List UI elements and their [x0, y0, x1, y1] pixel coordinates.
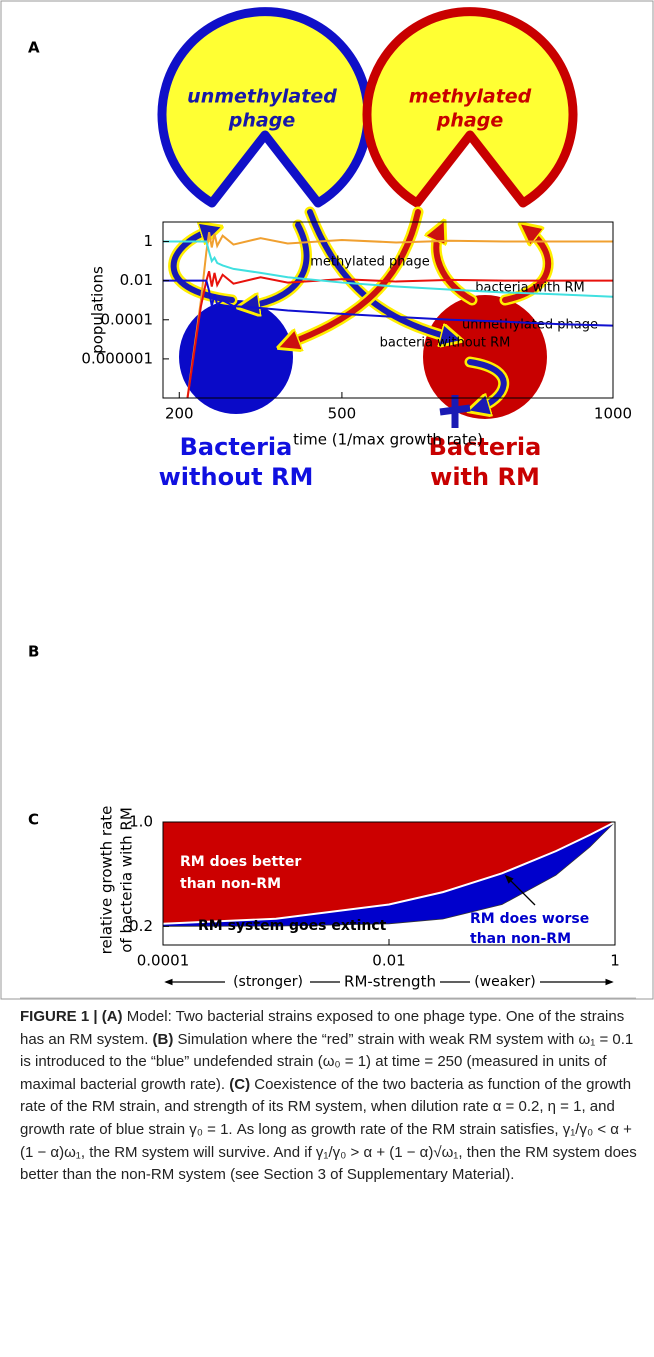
x-tick-label: 0.01 [372, 952, 405, 970]
x-tick-label: 200 [165, 405, 194, 423]
annotation: RM does worse [470, 911, 589, 927]
phage-methylated [362, 7, 578, 208]
frame [0, 0, 654, 1000]
bacteria-label: Bacteria [180, 433, 293, 461]
panel-label: A [28, 39, 40, 57]
phage-label: phage [436, 110, 504, 132]
bacterium-blue [179, 300, 293, 414]
bacteria-label: with RM [430, 463, 540, 491]
figure: A B C unmethylated phage methylated phag… [0, 0, 654, 1000]
y-tick-label: 0.000001 [81, 349, 153, 367]
x-tick-label: 1 [610, 952, 620, 970]
annotation: than non-RM [180, 876, 281, 892]
plot-frame [162, 221, 614, 399]
boundary-lower [162, 821, 616, 927]
area-between [163, 822, 615, 927]
y-axis-label: relative growth rate [98, 806, 116, 955]
annotation: than non-RM [470, 931, 571, 947]
y-axis-label: of bacteria with RM [118, 807, 136, 953]
caption-bold: (B) [152, 1030, 174, 1048]
caption-text: Model: Two bacterial strains exposed to … [20, 1008, 625, 1048]
caption-bold: FIGURE 1 | (A) [20, 1008, 123, 1025]
caption-bold: (C) [229, 1075, 251, 1093]
series-line [186, 271, 613, 398]
bacteria-label: Bacteria [429, 433, 542, 461]
panel-label: C [28, 811, 39, 829]
x-axis-label: time (1/max growth rate) [293, 431, 483, 449]
series-label: bacteria without RM [380, 336, 511, 351]
series-label: methylated phage [310, 255, 429, 270]
series-line [163, 240, 613, 298]
y-tick-label: 0.0001 [101, 310, 154, 328]
phage-label: phage [228, 110, 296, 132]
x-axis-label: RM-strength [344, 973, 436, 991]
panel-label: B [28, 643, 39, 661]
y-axis-label: populations [89, 266, 107, 354]
caption-text: Simulation where the “red” strain with w… [20, 1030, 634, 1093]
annotation-arrow [504, 874, 536, 906]
annotation: RM does better [180, 854, 301, 870]
annotation: RM system goes extinct [198, 918, 387, 934]
bacteria-label: without RM [159, 463, 314, 491]
x-tick-label: 500 [328, 405, 357, 423]
boundary-upper [162, 821, 616, 925]
x-tick-label: 0.0001 [137, 952, 190, 970]
y-tick-label: 1.0 [129, 813, 153, 831]
phage-label: unmethylated [187, 86, 337, 108]
caption-text: Coexistence of the two bacteria as funct… [20, 1075, 637, 1184]
y-tick-label: 0.2 [129, 917, 153, 935]
x-tick-label: 1000 [594, 405, 632, 423]
y-tick-label: 0.01 [120, 271, 153, 289]
phage-label: methylated [409, 86, 532, 108]
annotation: (stronger) [233, 974, 303, 990]
series-line [163, 279, 613, 327]
phage-unmethylated [157, 7, 373, 208]
cross [439, 395, 471, 428]
series-line [186, 232, 613, 398]
y-tick-label: 1 [143, 232, 153, 250]
annotation: (weaker) [474, 974, 536, 990]
caption: FIGURE 1 | (A) Model: Two bacterial stra… [20, 1006, 638, 1187]
area-above [163, 822, 615, 924]
arrows [168, 206, 554, 408]
